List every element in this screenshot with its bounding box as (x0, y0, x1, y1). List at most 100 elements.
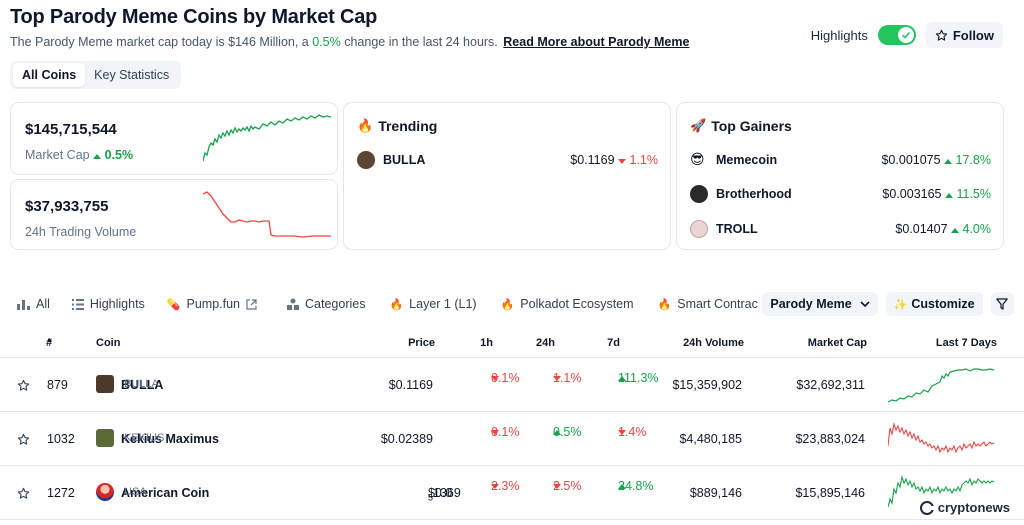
trending-card: 🔥 Trending BULLA $0.1169 1.1% (343, 102, 671, 250)
down-arrow-icon (553, 375, 561, 381)
coin-market-cap: $15,895,146 (795, 486, 865, 500)
coin-sparkline (888, 368, 995, 403)
sparkle-icon: ✨ (893, 298, 908, 311)
page-subtitle: The Parody Meme market cap today is $146… (10, 35, 810, 49)
category-polkadot[interactable]: 🔥 Polkadot Ecosystem (494, 297, 641, 311)
market-cap-label: Market Cap (25, 148, 90, 162)
volume-header[interactable]: 24h Volume (683, 337, 744, 349)
coin-symbol: KEKIUS (124, 432, 165, 444)
category-label: Highlights (89, 297, 145, 311)
chevron-down-icon (860, 300, 870, 307)
category-label: Categories (305, 297, 366, 311)
category-select-dropdown[interactable]: Parody Meme (762, 292, 878, 316)
coin-rank: 1272 (47, 486, 75, 500)
coin-volume: $15,359,902 (672, 378, 742, 392)
bar-chart-icon (17, 300, 30, 310)
up-arrow-icon (553, 429, 561, 435)
customize-button[interactable]: ✨ Customize (885, 292, 983, 316)
gainer-name: Brotherhood (716, 187, 792, 201)
rocket-icon: 🚀 (690, 118, 707, 133)
coin-volume: $889,146 (689, 486, 742, 500)
table-row[interactable]: 879 BULLA BULLA $0.1169 0.1% 1.1% 111.3% … (0, 358, 1024, 412)
24h-header[interactable]: 24h (536, 337, 555, 349)
price-header[interactable]: Price (408, 337, 435, 349)
gainer-item[interactable]: TROLL $0.01407 4.0% (690, 220, 991, 238)
trending-item-price: $0.1169 (570, 153, 615, 167)
category-categories[interactable]: Categories (280, 297, 372, 311)
7d-header[interactable]: 7d (607, 337, 620, 349)
filter-button[interactable] (990, 292, 1014, 316)
category-highlights[interactable]: Highlights (65, 297, 152, 311)
table-row[interactable]: 1272 American Coin USA $0.0 5 1369 2.3% 2.5… (0, 466, 1024, 520)
coin-market-cap: $32,692,311 (796, 378, 865, 392)
change-7d-value: 1.4% (618, 425, 647, 439)
change-1h-value: 0.1% (491, 425, 520, 439)
volume-value: $37,933,755 (25, 198, 109, 215)
price-digits: 1369 (433, 486, 461, 500)
star-icon[interactable] (17, 433, 30, 446)
subtitle-text-end: change in the last 24 hours. (340, 35, 498, 49)
category-label: Polkadot Ecosystem (520, 297, 634, 311)
tab-all-coins[interactable]: All Coins (13, 63, 86, 87)
read-more-link[interactable]: Read More about Parody Meme (503, 35, 690, 49)
down-arrow-icon (618, 429, 626, 435)
coin-header[interactable]: Coin (96, 337, 121, 349)
category-label: Smart Contract Platf (677, 297, 759, 311)
category-layer1[interactable]: 🔥 Layer 1 (L1) (382, 297, 483, 311)
fire-icon: 🔥 (357, 118, 374, 133)
customize-label: Customize (911, 297, 975, 311)
coin-price: $0.02389 (380, 432, 433, 446)
gainer-price: $0.01407 (895, 222, 948, 236)
gainer-change: 17.8% (955, 152, 991, 167)
gainer-item[interactable]: Brotherhood $0.003165 11.5% (690, 185, 991, 203)
shapes-icon (287, 298, 300, 310)
up-arrow-icon (951, 228, 960, 233)
last-7-days-header: Last 7 Days (935, 337, 997, 349)
gainer-item[interactable]: 😎 Memecoin $0.001075 17.8% (690, 151, 991, 168)
page-title: Top Parody Meme Coins by Market Cap (10, 6, 378, 28)
coin-name: Kekius Maximus (121, 432, 219, 446)
change-24h-value: 0.5% (553, 425, 582, 439)
filter-icon (996, 298, 1009, 310)
category-label: Layer 1 (L1) (409, 297, 477, 311)
change-1h-value: 0.1% (491, 371, 520, 385)
trending-title: Trending (378, 118, 438, 134)
down-arrow-icon (491, 483, 499, 489)
star-icon[interactable] (17, 379, 30, 392)
star-icon (935, 29, 948, 41)
cryptonews-watermark: cryptonews (919, 500, 1010, 515)
highlights-label: Highlights (810, 27, 868, 43)
table-header: ▲ # Coin Price 1h 24h 7d 24h Volume Mark… (0, 326, 1024, 358)
highlights-toggle[interactable] (877, 25, 916, 45)
memecoin-icon: 😎 (690, 151, 705, 167)
coin-market-cap: $23,883,024 (795, 432, 865, 446)
category-pump-fun[interactable]: 💊 Pump.fun (160, 297, 264, 311)
tab-key-statistics[interactable]: Key Statistics (94, 68, 170, 82)
coin-rank: 1032 (47, 432, 75, 446)
coin-price: $0.0 5 1369 (428, 486, 461, 503)
trending-title-row: 🔥 Trending (357, 118, 437, 134)
category-smart-contract[interactable]: 🔥 Smart Contract Platf (651, 297, 759, 311)
star-icon[interactable] (17, 487, 30, 500)
up-arrow-icon (93, 154, 102, 159)
fire-icon: 🔥 (657, 298, 672, 311)
up-arrow-icon (618, 483, 626, 489)
table-row[interactable]: 1032 Kekius Maximus KEKIUS $0.02389 0.1% … (0, 412, 1024, 466)
rank-header-label: # (46, 337, 53, 349)
fire-icon: 🔥 (389, 298, 404, 311)
coin-rank: 879 (47, 378, 68, 392)
subtitle-text: The Parody Meme market cap today is $146… (10, 35, 313, 49)
1h-header[interactable]: 1h (480, 337, 493, 349)
category-all[interactable]: All (10, 297, 57, 311)
coin-price: $0.1169 (388, 378, 433, 392)
category-bar: All Highlights 💊 Pump.fun Categories 🔥 L… (10, 291, 1014, 317)
gainers-title-row: 🚀 Top Gainers (690, 118, 792, 134)
change-1h-value: 2.3% (491, 479, 520, 493)
follow-button[interactable]: Follow (925, 22, 1003, 48)
coin-sparkline (888, 421, 995, 454)
trending-item-name: BULLA (383, 153, 426, 167)
cryptonews-logo-icon (919, 500, 934, 515)
trending-item[interactable]: BULLA $0.1169 1.1% (357, 151, 658, 169)
gainer-name: Memecoin (716, 152, 778, 167)
market-cap-header[interactable]: Market Cap (807, 337, 867, 349)
